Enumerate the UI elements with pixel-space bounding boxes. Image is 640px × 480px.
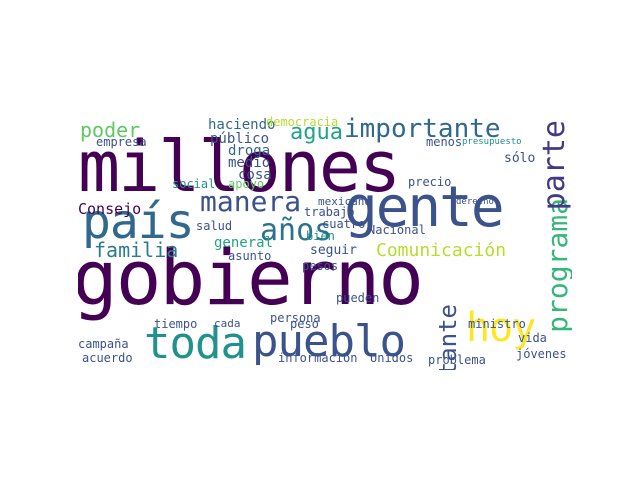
word-cloud: gobierno millones gente país pueblo hoy …	[78, 112, 572, 370]
word-jovenes: jóvenes	[516, 347, 567, 361]
word-importante: importante	[344, 114, 501, 144]
word-presupuesto: presupuesto	[462, 137, 522, 147]
word-anos: años	[260, 213, 333, 248]
word-asunto: asunto	[228, 249, 272, 263]
word-empresa: empresa	[96, 135, 147, 149]
word-democracia: democracia	[266, 115, 339, 129]
word-agua: agua	[290, 120, 343, 145]
word-cosa: cosa	[238, 167, 272, 183]
word-precio: precio	[408, 175, 452, 189]
word-consejo: Consejo	[78, 200, 142, 218]
word-vida: vida	[518, 331, 547, 345]
word-gobierno: gobierno	[78, 233, 424, 322]
word-tiempo: tiempo	[154, 317, 198, 331]
word-programa: programa	[541, 198, 572, 333]
word-trabajo: trabajo	[304, 205, 355, 219]
word-toda: toda	[144, 318, 247, 369]
word-pueblo: pueblo	[252, 316, 406, 367]
word-familia: familia	[94, 238, 179, 262]
word-ministro: ministro	[468, 317, 526, 331]
word-general: general	[214, 235, 274, 251]
word-salud: salud	[196, 219, 233, 233]
word-problema: problema	[428, 353, 486, 367]
word-publico: público	[210, 131, 270, 147]
word-solo: sólo	[504, 151, 536, 166]
word-peso: peso	[290, 317, 319, 331]
word-cuatro: cuatro	[322, 217, 366, 231]
word-nacional: Nacional	[368, 223, 426, 237]
word-apoyo: apoyo	[228, 177, 265, 191]
word-hecho: pueden	[336, 291, 380, 305]
word-pesos: pesos	[302, 259, 339, 273]
word-acuerdo: acuerdo	[82, 351, 133, 365]
word-manera: manera	[200, 185, 302, 218]
word-seguir: seguir	[310, 243, 357, 258]
word-poder: poder	[80, 118, 141, 142]
word-campana: campaña	[78, 337, 129, 351]
word-social: social	[172, 177, 216, 191]
word-bien: bien	[306, 229, 335, 243]
word-menos: menos	[426, 135, 463, 149]
word-pais: país	[82, 194, 195, 250]
word-derecho: derecho	[456, 197, 494, 207]
word-parte: parte	[537, 120, 572, 211]
word-hoy: hoy	[466, 305, 536, 351]
word-mexicano: mexicano	[318, 195, 371, 208]
word-droga: droga	[228, 143, 271, 159]
word-persona: persona	[270, 311, 321, 325]
word-comunicacion: Comunicación	[376, 240, 507, 261]
word-medio: medio	[228, 155, 271, 171]
word-haciendo: haciendo	[208, 117, 276, 133]
word-unidos: Unidos	[370, 351, 414, 365]
word-millones: millones	[78, 126, 401, 208]
word-informacion: información	[278, 351, 358, 365]
word-cada: cada	[214, 317, 241, 330]
word-gente: gente	[344, 175, 505, 240]
